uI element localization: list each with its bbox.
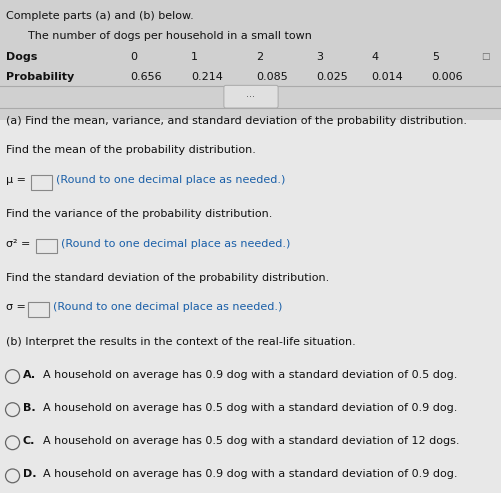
Text: 1: 1: [190, 52, 197, 62]
Text: B.: B.: [23, 403, 35, 413]
Text: A.: A.: [23, 370, 36, 380]
Bar: [0, 120, 501, 493]
Text: (b) Interpret the results in the context of the real-life situation.: (b) Interpret the results in the context…: [6, 337, 355, 347]
Text: μ =: μ =: [6, 175, 26, 185]
Text: Complete parts (a) and (b) below.: Complete parts (a) and (b) below.: [6, 11, 193, 21]
Text: σ² =: σ² =: [6, 239, 31, 248]
Text: 0.014: 0.014: [371, 71, 402, 82]
Text: Dogs: Dogs: [6, 52, 38, 62]
Text: The number of dogs per household in a small town: The number of dogs per household in a sm…: [28, 31, 311, 41]
Text: A household on average has 0.5 dog with a standard deviation of 12 dogs.: A household on average has 0.5 dog with …: [43, 436, 458, 446]
Text: Find the mean of the probability distribution.: Find the mean of the probability distrib…: [6, 145, 256, 155]
Text: (Round to one decimal place as needed.): (Round to one decimal place as needed.): [61, 239, 290, 248]
Text: (Round to one decimal place as needed.): (Round to one decimal place as needed.): [56, 175, 285, 185]
Text: ···: ···: [246, 92, 255, 102]
Text: 0.085: 0.085: [256, 71, 287, 82]
Text: 0.025: 0.025: [316, 71, 347, 82]
Text: C.: C.: [23, 436, 35, 446]
Bar: [36, 239, 57, 253]
Text: A household on average has 0.9 dog with a standard deviation of 0.5 dog.: A household on average has 0.9 dog with …: [43, 370, 456, 380]
Bar: [31, 175, 52, 190]
Text: (Round to one decimal place as needed.): (Round to one decimal place as needed.): [53, 302, 282, 313]
Text: 0.214: 0.214: [190, 71, 222, 82]
Text: Probability: Probability: [6, 71, 74, 82]
Text: A household on average has 0.5 dog with a standard deviation of 0.9 dog.: A household on average has 0.5 dog with …: [43, 403, 456, 413]
Text: 5: 5: [431, 52, 438, 62]
Text: Find the variance of the probability distribution.: Find the variance of the probability dis…: [6, 209, 272, 219]
Text: 3: 3: [316, 52, 323, 62]
Text: 4: 4: [371, 52, 378, 62]
Text: σ =: σ =: [6, 302, 26, 313]
Text: 0.006: 0.006: [431, 71, 462, 82]
Text: □: □: [480, 52, 488, 61]
Text: A household on average has 0.9 dog with a standard deviation of 0.9 dog.: A household on average has 0.9 dog with …: [43, 469, 456, 479]
FancyBboxPatch shape: [223, 85, 278, 108]
Text: D.: D.: [23, 469, 36, 479]
Text: 0.656: 0.656: [130, 71, 162, 82]
Text: (a) Find the mean, variance, and standard deviation of the probability distribut: (a) Find the mean, variance, and standar…: [6, 116, 466, 126]
Bar: [28, 302, 49, 317]
Text: 0: 0: [130, 52, 137, 62]
Text: Find the standard deviation of the probability distribution.: Find the standard deviation of the proba…: [6, 273, 329, 283]
Text: 2: 2: [256, 52, 263, 62]
